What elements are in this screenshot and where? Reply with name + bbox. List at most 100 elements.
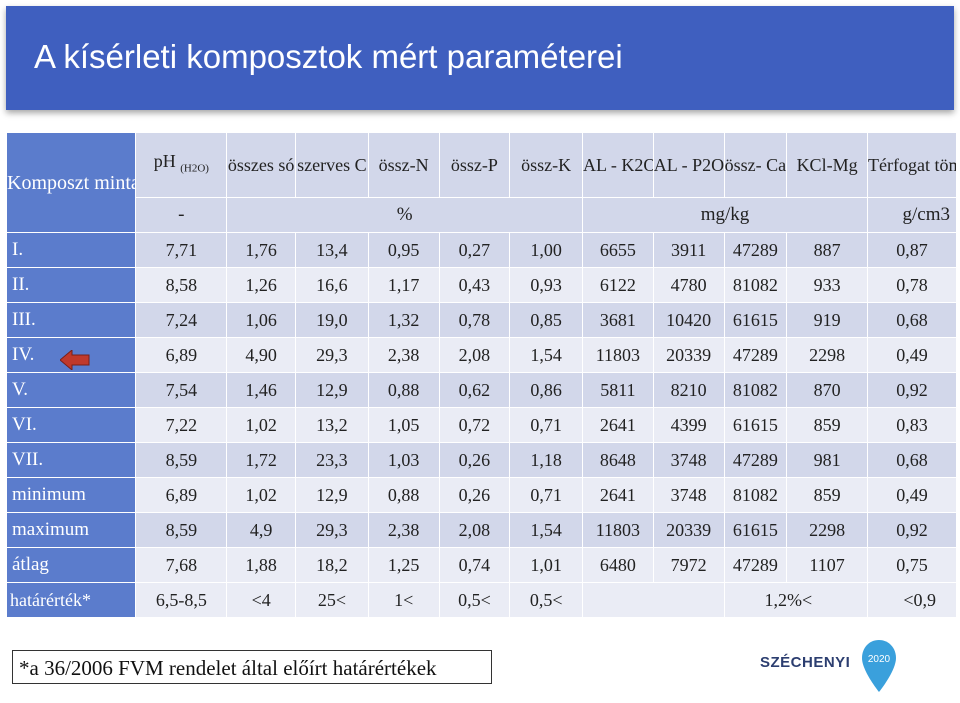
table-cell: 0,26	[438, 477, 511, 513]
table-cell: 29,3	[295, 512, 369, 548]
table-cell: 933	[786, 267, 868, 303]
table-cell: 887	[786, 232, 868, 268]
table-cell: 0,74	[438, 547, 511, 583]
table-cell: 61615	[723, 512, 788, 548]
svg-text:2020: 2020	[868, 654, 891, 665]
table-cell: 61615	[723, 407, 788, 443]
header-terfogat-tomeg: Térfogat tömeg	[867, 132, 957, 198]
table-cell: 0,88	[367, 372, 440, 408]
row-label: minimum	[5, 477, 137, 513]
table-cell: 0,92	[867, 372, 957, 408]
table-cell: 0,26	[438, 442, 511, 478]
limit-cell: <4	[226, 582, 297, 618]
table-row: VII. 8,59 1,72 23,3 1,03 0,26 1,18 8648 3748 4728…	[5, 442, 957, 478]
table-cell: 1,46	[226, 372, 297, 408]
header-kcl-mg: KCl-Mg	[786, 132, 868, 198]
row-label: VI.	[5, 407, 137, 443]
table-cell: 1,05	[367, 407, 440, 443]
limit-cell: 0,5<	[509, 582, 584, 618]
table-cell: 919	[786, 302, 868, 338]
unit-mgkg: mg/kg	[582, 197, 868, 233]
header-ossz-ca: össz- Ca	[723, 132, 788, 198]
table-cell: 0,72	[438, 407, 511, 443]
szechenyi-logo: SZÉCHENYI 2020	[760, 636, 900, 696]
table-cell: 47289	[723, 232, 788, 268]
table-cell: 8,58	[135, 267, 228, 303]
table-cell: 0,27	[438, 232, 511, 268]
table-cell: 1,02	[226, 407, 297, 443]
table-cell: 1,76	[226, 232, 297, 268]
footnote: *a 36/2006 FVM rendelet által előírt hat…	[12, 650, 492, 684]
table-cell: 0,68	[867, 302, 957, 338]
table-cell: 7972	[652, 547, 725, 583]
table-cell: 81082	[723, 477, 788, 513]
table-cell: 6,89	[135, 337, 228, 373]
table-row: III. 7,24 1,06 19,0 1,32 0,78 0,85 3681 10420 616…	[5, 302, 957, 338]
table-cell: 1,02	[226, 477, 297, 513]
table-cell: 1,01	[509, 547, 584, 583]
row-label: V.	[5, 372, 137, 408]
table-cell: 4780	[652, 267, 725, 303]
table-cell: 6655	[582, 232, 654, 268]
table-cell: 2298	[786, 512, 868, 548]
table-cell: 0,49	[867, 337, 957, 373]
table-cell: 1,17	[367, 267, 440, 303]
header-ph: pH (H2O)	[135, 132, 228, 198]
logo-text: SZÉCHENYI	[760, 654, 851, 671]
header-osszes-so: összes só	[226, 132, 297, 198]
limit-label: határérték*	[5, 582, 137, 618]
table-cell: 2,08	[438, 512, 511, 548]
header-ossz-k: össz-K	[509, 132, 584, 198]
table-cell: 10420	[652, 302, 725, 338]
row-label: III.	[5, 302, 137, 338]
title-bar: A kísérleti komposztok mért paraméterei	[6, 6, 954, 110]
limit-cell: 6,5-8,5	[135, 582, 228, 618]
table-cell: 7,22	[135, 407, 228, 443]
table-cell: 0,75	[867, 547, 957, 583]
parameters-table: Komposzt minta pH (H2O) összes só szerve…	[5, 132, 957, 618]
header-row: Komposzt minta pH (H2O) összes só szerve…	[5, 132, 957, 233]
table-cell: 11803	[582, 512, 654, 548]
limit-cell: <0,9	[867, 582, 957, 618]
table-cell: 0,95	[367, 232, 440, 268]
table-cell: 3681	[582, 302, 654, 338]
table-row: maximum 8,59 4,9 29,3 2,38 2,08 1,54 11803 20339…	[5, 512, 957, 548]
table-cell: 6122	[582, 267, 654, 303]
table-cell: 0,62	[438, 372, 511, 408]
table-cell: 0,92	[867, 512, 957, 548]
table-cell: 61615	[723, 302, 788, 338]
table-cell: 12,9	[295, 372, 369, 408]
table-cell: 0,43	[438, 267, 511, 303]
table-cell: 8,59	[135, 512, 228, 548]
table-row: IV. 6,89 4,90 29,3 2,38 2,08 1,54 11803 20339 472…	[5, 337, 957, 373]
header-ossz-p: össz-P	[438, 132, 511, 198]
header-ossz-n: össz-N	[367, 132, 440, 198]
table-cell: 870	[786, 372, 868, 408]
table-cell: 3748	[652, 442, 725, 478]
corner-header: Komposzt minta	[5, 132, 137, 233]
page-title: A kísérleti komposztok mért paraméterei	[34, 38, 623, 75]
table-cell: 0,49	[867, 477, 957, 513]
table-cell: 1107	[786, 547, 868, 583]
table-cell: 1,25	[367, 547, 440, 583]
limit-cell: 1,2%<	[723, 582, 868, 618]
table-cell: 1,54	[509, 337, 584, 373]
table-cell: 2641	[582, 477, 654, 513]
table-cell: 11803	[582, 337, 654, 373]
table-cell: 1,88	[226, 547, 297, 583]
table-cell: 4,90	[226, 337, 297, 373]
table-cell: 20339	[652, 337, 725, 373]
table-row: V. 7,54 1,46 12,9 0,88 0,62 0,86 5811 8210 81082 8…	[5, 372, 957, 408]
table-cell: 3748	[652, 477, 725, 513]
table-cell: 1,00	[509, 232, 584, 268]
table-cell: 4,9	[226, 512, 297, 548]
row-label: I.	[5, 232, 137, 268]
header-szerves-c: szerves C	[295, 132, 369, 198]
table-cell: 0,71	[509, 477, 584, 513]
table-row: átlag 7,68 1,88 18,2 1,25 0,74 1,01 6480 7972 472…	[5, 547, 957, 583]
table-cell: 0,86	[509, 372, 584, 408]
table-cell: 16,6	[295, 267, 369, 303]
table-cell: 47289	[723, 547, 788, 583]
table-cell: 1,54	[509, 512, 584, 548]
map-pin-icon: 2020	[862, 640, 896, 692]
